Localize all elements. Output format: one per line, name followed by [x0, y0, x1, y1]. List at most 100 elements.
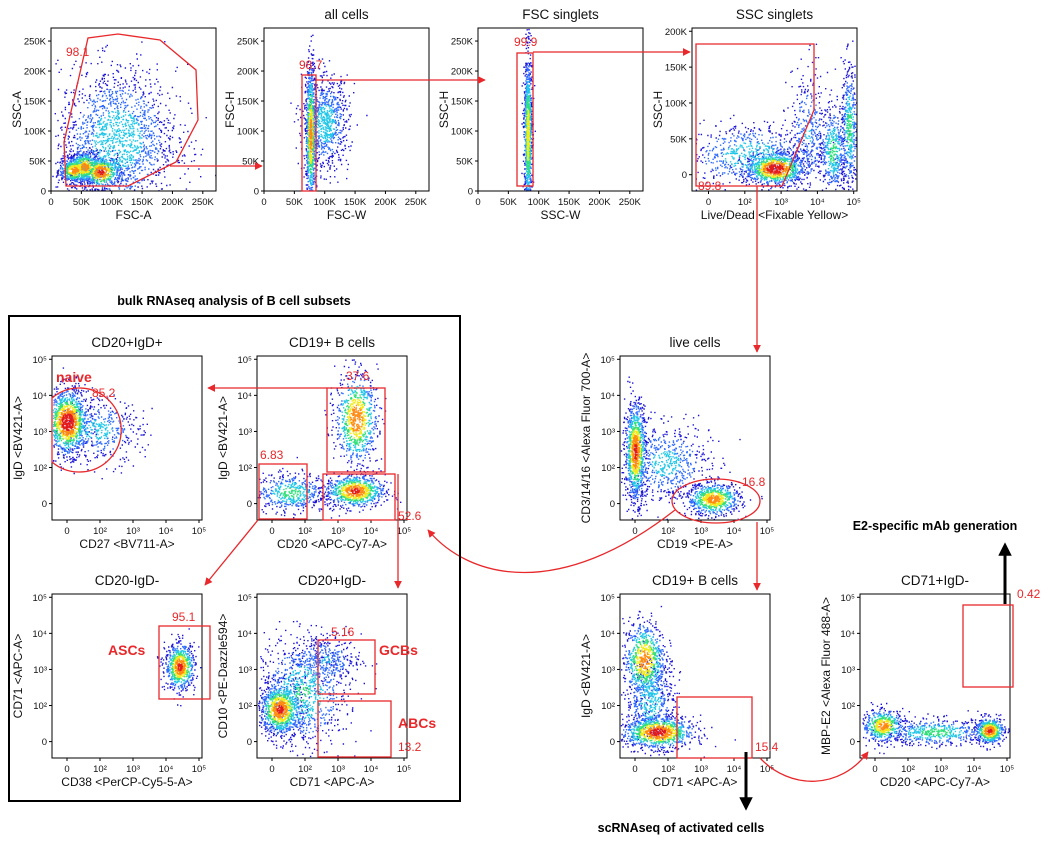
x-tick-label: 0: [632, 764, 637, 775]
gate-frequency-label: 13.2: [398, 740, 422, 754]
panel-p4: 0 10² 10³ 10⁴ 10⁵ 0 50K 100K 150K 200K 250K SSC sin…: [651, 0, 861, 222]
y-tick-label: 150K: [665, 63, 688, 74]
y-tick-label: 0: [682, 170, 687, 181]
x-tick-label: 10²: [93, 526, 107, 537]
y-axis-label: CD10 <PE-Dazzle594>: [216, 614, 230, 739]
x-tick-label: 10⁵: [760, 764, 775, 775]
y-tick-label: 200K: [451, 67, 474, 78]
x-tick-label: 10⁴: [727, 764, 742, 775]
y-tick-label: 10⁵: [237, 593, 252, 604]
x-tick-label: 10²: [298, 764, 312, 775]
density-dots: [621, 606, 736, 758]
y-axis-label: SSC-H: [437, 91, 451, 128]
plot-frame: [257, 594, 407, 758]
y-tick-label: 200K: [665, 27, 688, 38]
x-axis-label: CD19 <PE-A>: [657, 537, 733, 551]
x-tick-label: 0: [872, 764, 877, 775]
x-tick-label: 10⁴: [810, 197, 825, 208]
y-tick-label: 100K: [665, 98, 688, 109]
x-tick-label: 10⁴: [364, 764, 379, 775]
y-tick-label: 10²: [841, 701, 855, 712]
x-tick-label: 10²: [661, 526, 675, 537]
scrnaseq-label: scRNAseq of activated cells: [598, 821, 765, 835]
population-label: ASCs: [108, 642, 146, 658]
y-tick-label: 10³: [601, 427, 615, 438]
y-tick-label: 10²: [601, 701, 615, 712]
x-tick-label: 10⁴: [967, 764, 982, 775]
y-tick-label: 250K: [665, 0, 688, 2]
x-tick-label: 0: [475, 197, 480, 208]
y-tick-label: 100K: [451, 127, 474, 138]
y-tick-label: 10⁵: [32, 355, 47, 366]
y-tick-label: 10⁵: [840, 593, 855, 604]
y-tick-label: 0: [468, 187, 473, 198]
gate-frequency-label: 15.4: [755, 740, 779, 754]
x-tick-label: 150K: [131, 197, 154, 208]
panel-p8: 0 10² 10³ 10⁴ 10⁵ 0 10² 10³ 10⁴ 10⁵ CD20-IgD- CD38 …: [11, 573, 206, 789]
density-dots: [621, 377, 763, 521]
gate-frequency-label: 52.6: [398, 509, 422, 523]
x-tick-label: 10⁴: [159, 526, 174, 537]
y-tick-label: 10²: [33, 701, 47, 712]
x-tick-label: 150K: [558, 197, 581, 208]
y-axis-label: SSC-H: [651, 91, 665, 128]
x-tick-label: 10²: [661, 764, 675, 775]
y-tick-label: 10²: [238, 701, 252, 712]
density-dots: [258, 359, 402, 518]
y-tick-label: 10²: [33, 463, 47, 474]
x-tick-label: 0: [632, 526, 637, 537]
y-tick-label: 10³: [238, 427, 252, 438]
x-axis-label: CD20 <APC-Cy7-A>: [277, 537, 387, 551]
panel-title: CD20+IgD-: [298, 573, 366, 588]
x-tick-label: 250K: [619, 197, 642, 208]
y-tick-label: 10³: [601, 665, 615, 676]
x-axis-label: CD71 <APC-A>: [290, 775, 375, 789]
y-tick-label: 10⁵: [600, 355, 615, 366]
x-tick-label: 200K: [161, 197, 184, 208]
density-dots: [862, 702, 1010, 754]
x-tick-label: 10⁵: [192, 764, 207, 775]
x-tick-label: 0: [269, 526, 274, 537]
y-tick-label: 10⁴: [32, 391, 47, 402]
x-axis-label: FSC-A: [116, 208, 152, 222]
x-axis-label: Live/Dead <Fixable Yellow>: [701, 208, 848, 222]
y-tick-label: 0: [41, 187, 46, 198]
gate-arrow: [760, 752, 868, 781]
y-tick-label: 0: [247, 737, 252, 748]
gate-frequency-label: 98.7: [299, 58, 323, 72]
panel-p2: 0 50K 100K 150K 200K 250K050K100K150K200K250K…: [223, 7, 429, 222]
panel-title: CD71+IgD-: [901, 573, 969, 588]
x-tick-label: 10⁵: [192, 526, 207, 537]
x-tick-label: 10³: [331, 764, 345, 775]
gate-frequency-label: 99.9: [514, 35, 538, 49]
x-tick-label: 10³: [126, 764, 140, 775]
y-tick-label: 0: [42, 737, 47, 748]
y-tick-label: 50K: [670, 134, 688, 145]
x-axis-label: CD71 <APC-A>: [653, 775, 738, 789]
population-label: naive: [56, 369, 92, 385]
gate-frequency-label: 98.1: [66, 45, 90, 59]
x-tick-label: 10⁵: [846, 197, 861, 208]
x-tick-label: 100K: [528, 197, 551, 208]
dot-layer: [258, 359, 402, 518]
x-tick-label: 0: [261, 197, 266, 208]
y-tick-label: 100K: [237, 127, 260, 138]
y-tick-label: 200K: [237, 67, 260, 78]
x-tick-label: 10⁵: [397, 764, 412, 775]
y-axis-label: MBP-E2 <Alexa Fluor 488-A>: [819, 597, 833, 755]
y-tick-label: 50K: [456, 157, 474, 168]
gate-frequency-label: 16.8: [742, 475, 766, 489]
gate-frequency-label: 6.83: [260, 448, 284, 462]
dot-layer: [62, 414, 75, 432]
x-tick-label: 10⁴: [727, 526, 742, 537]
panel-p5: 0 10² 10³ 10⁴ 10⁵010²10³10⁴10⁵live cellsCD19…: [579, 335, 774, 551]
gate-frequency-label: 89.8: [698, 179, 722, 193]
panel-title: live cells: [669, 335, 720, 350]
y-axis-label: IgD <BV421-A>: [11, 396, 25, 480]
population-label: ABCs: [398, 715, 436, 731]
panel-title: CD20+IgD+: [91, 335, 162, 350]
density-dots: [52, 41, 216, 192]
x-axis-label: FSC-W: [327, 208, 367, 222]
y-tick-label: 10⁵: [237, 355, 252, 366]
y-tick-label: 10⁵: [32, 593, 47, 604]
